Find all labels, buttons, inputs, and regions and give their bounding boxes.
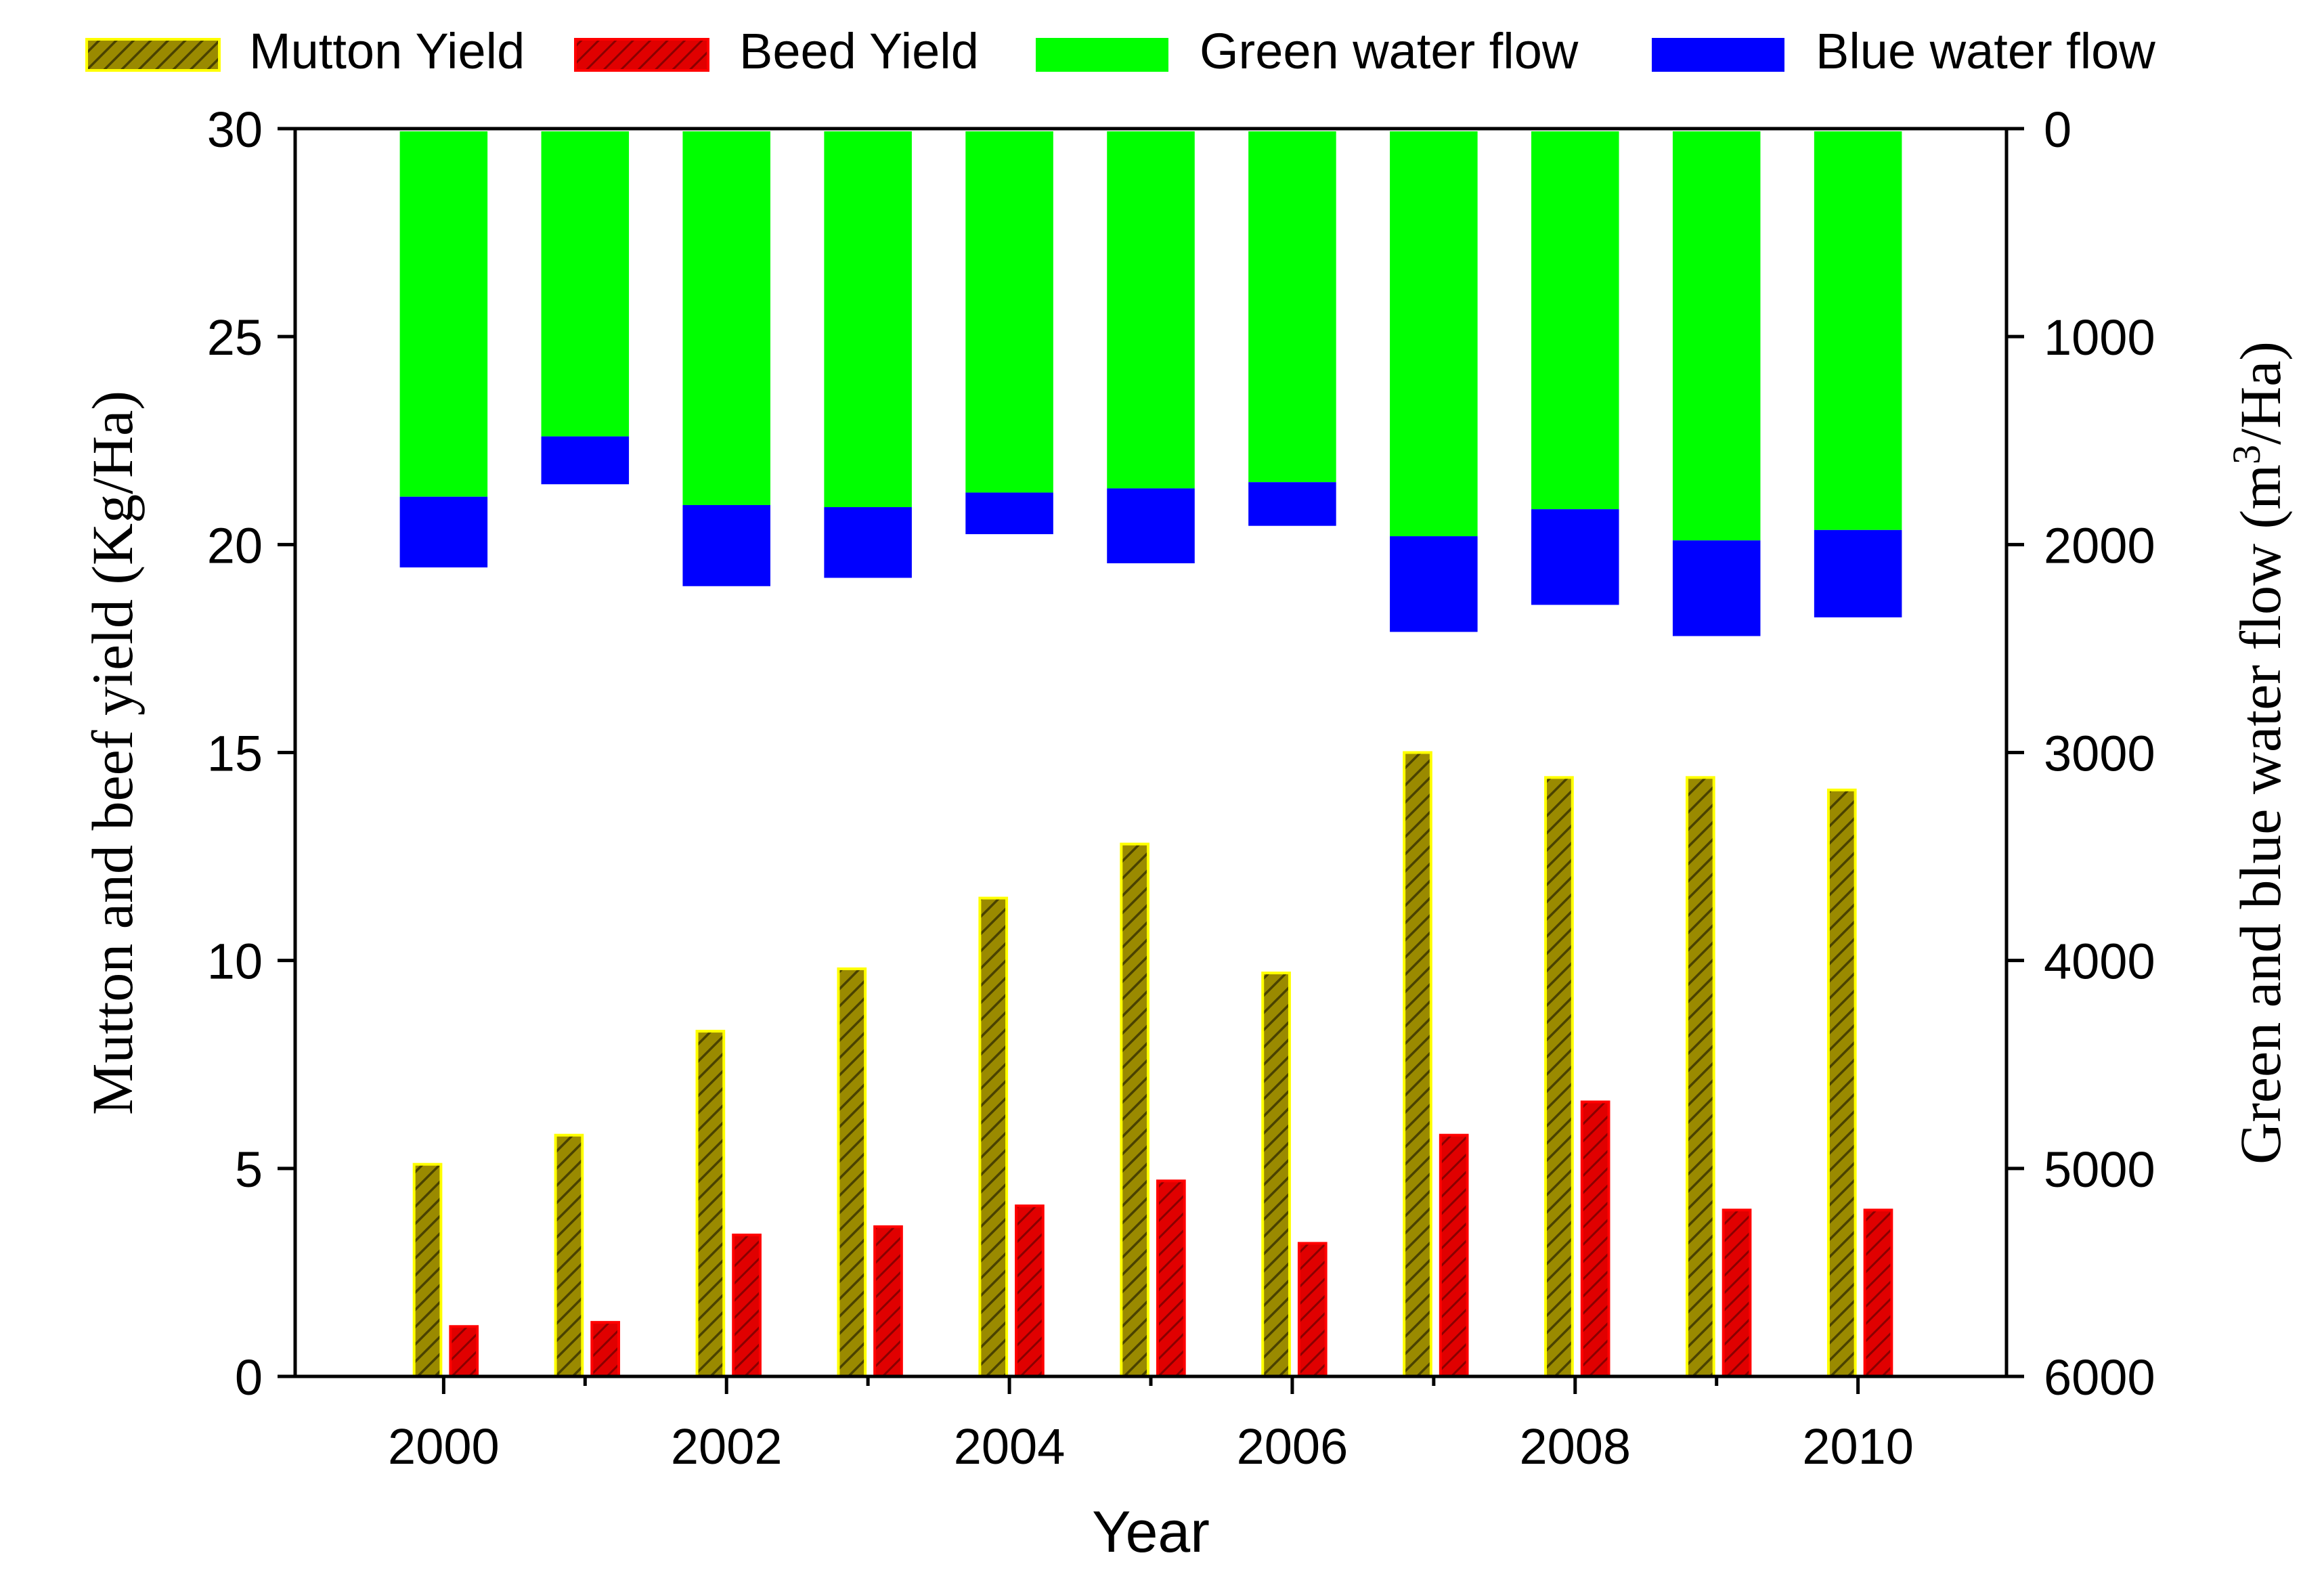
x-axis-label: Year	[1092, 1500, 1210, 1565]
bar-green-water-2003	[824, 131, 912, 508]
bar-beef-yield-2009	[1722, 1209, 1752, 1378]
bar-beef-yield-2001	[590, 1321, 620, 1378]
legend-item-beef: Beed Yield	[574, 23, 979, 79]
bar-mutton-yield-2004	[978, 896, 1009, 1378]
y-axis-left-label: Mutton and beef yield (Kg/Ha)	[80, 391, 145, 1115]
bar-mutton-yield-2002	[695, 1030, 726, 1378]
bar-beef-yield-2003	[873, 1225, 903, 1378]
yield-bars	[412, 751, 1893, 1378]
x-tick-label-2006: 2006	[1237, 1418, 1349, 1475]
bar-mutton-yield-2007	[1403, 751, 1432, 1378]
x-tick-label-2010: 2010	[1802, 1418, 1914, 1475]
bar-beef-yield-2002	[732, 1234, 762, 1378]
x-tick-label-2002: 2002	[671, 1418, 783, 1475]
y-right-tick-label-6000: 6000	[2044, 1349, 2155, 1406]
bar-mutton-yield-2005	[1120, 842, 1149, 1378]
legend-swatch-beef	[574, 38, 709, 72]
bar-beef-yield-2006	[1297, 1242, 1328, 1378]
legend-swatch-blue-water	[1652, 38, 1784, 72]
y-right-tick-label-1000: 1000	[2044, 309, 2155, 366]
bar-blue-water-2000	[399, 496, 488, 568]
bar-blue-water-2010	[1814, 529, 1902, 617]
bar-green-water-2002	[682, 131, 770, 505]
legend-item-green-water: Green water flow	[1036, 23, 1579, 79]
bar-beef-yield-2008	[1580, 1100, 1610, 1378]
bar-green-water-2009	[1672, 131, 1761, 541]
bar-blue-water-2002	[682, 504, 770, 586]
bar-green-water-2010	[1814, 131, 1902, 530]
bar-green-water-2004	[965, 131, 1053, 493]
y-left-tick-label-30: 30	[207, 102, 263, 158]
y-left-tick-label-5: 5	[235, 1141, 263, 1198]
bar-blue-water-2006	[1248, 482, 1336, 526]
y-left-tick-label-10: 10	[207, 934, 263, 990]
bar-beef-yield-2007	[1439, 1133, 1469, 1378]
bar-beef-yield-2004	[1015, 1204, 1045, 1378]
bar-blue-water-2005	[1107, 488, 1195, 563]
legend-label-mutton: Mutton Yield	[249, 23, 525, 79]
bar-blue-water-2001	[541, 436, 630, 485]
bar-beef-yield-2005	[1156, 1179, 1186, 1378]
bar-mutton-yield-2008	[1544, 776, 1574, 1378]
y-right-tick-label-5000: 5000	[2044, 1141, 2155, 1198]
y-axis-right-label-unit: /Ha)	[2228, 341, 2293, 445]
y-left-tick-label-20: 20	[207, 517, 263, 573]
bar-mutton-yield-2000	[412, 1162, 443, 1378]
y-right-tick-label-2000: 2000	[2044, 517, 2155, 573]
bar-blue-water-2008	[1531, 509, 1619, 605]
legend: Mutton Yield Beed Yield Green water flow…	[85, 23, 2155, 79]
bar-green-water-2006	[1248, 131, 1336, 483]
legend-label-beef: Beed Yield	[739, 23, 979, 79]
y-left-tick-label-15: 15	[207, 726, 263, 782]
legend-label-blue-water: Blue water flow	[1816, 23, 2155, 79]
bar-mutton-yield-2001	[554, 1133, 584, 1378]
water-bars	[399, 131, 1902, 636]
y-right-tick-label-0: 0	[2044, 102, 2071, 158]
bar-green-water-2001	[541, 131, 630, 437]
bar-beef-yield-2010	[1863, 1209, 1893, 1378]
bar-green-water-2007	[1390, 131, 1478, 537]
legend-item-blue-water: Blue water flow	[1652, 23, 2155, 79]
y-right-tick-label-4000: 4000	[2044, 934, 2155, 990]
bar-beef-yield-2000	[449, 1325, 479, 1378]
bar-green-water-2005	[1107, 131, 1195, 489]
y-left-tick-label-0: 0	[235, 1349, 263, 1406]
bar-blue-water-2003	[824, 507, 912, 578]
legend-swatch-green-water	[1036, 38, 1168, 72]
y-right-tick-label-3000: 3000	[2044, 726, 2155, 782]
x-tick-label-2008: 2008	[1519, 1418, 1631, 1475]
bar-mutton-yield-2003	[837, 967, 867, 1378]
bar-blue-water-2009	[1672, 540, 1761, 636]
bar-blue-water-2004	[965, 492, 1053, 534]
bar-mutton-yield-2006	[1261, 972, 1291, 1378]
y-left-tick-label-25: 25	[207, 309, 263, 366]
axis-ticks: 0 5 10 15 20 25 30 0 1000 2000 3000 4000 5000 6000 200…	[207, 102, 2155, 1475]
bar-blue-water-2007	[1390, 536, 1478, 632]
y-axis-right-label-superscript: 3	[2224, 445, 2268, 464]
x-tick-label-2000: 2000	[388, 1418, 500, 1475]
bar-green-water-2000	[399, 131, 488, 497]
y-axis-right-label-main: Green and blue water flow (m	[2228, 464, 2293, 1164]
legend-swatch-mutton	[85, 38, 221, 72]
bar-green-water-2008	[1531, 131, 1619, 510]
bar-mutton-yield-2009	[1686, 776, 1715, 1378]
y-axis-right-label: Green and blue water flow (m3/Ha)	[2224, 341, 2293, 1164]
x-tick-label-2004: 2004	[954, 1418, 1066, 1475]
legend-label-green-water: Green water flow	[1200, 23, 1579, 79]
legend-item-mutton: Mutton Yield	[85, 23, 525, 79]
bar-mutton-yield-2010	[1826, 788, 1857, 1378]
